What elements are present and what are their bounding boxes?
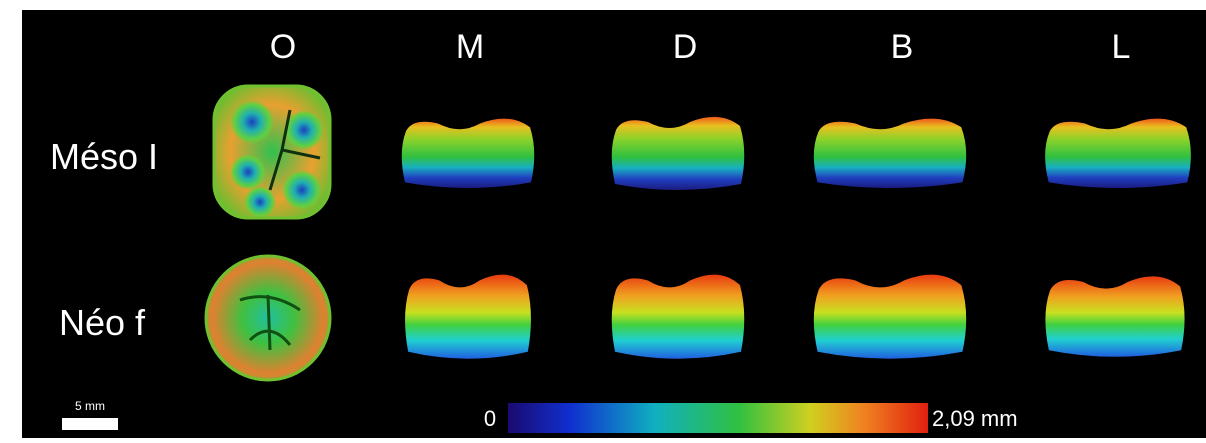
column-label: D (673, 28, 698, 66)
background (22, 10, 1206, 438)
column-label: O (270, 28, 296, 66)
row-label: Néo f (59, 302, 146, 343)
tooth-occlusal (212, 84, 332, 220)
tooth-occlusal (204, 254, 332, 382)
column-label: B (891, 28, 914, 66)
row-label: Méso I (50, 136, 158, 177)
colorbar-min: 0 (484, 406, 496, 431)
scale-bar-label: 5 mm (75, 399, 105, 413)
column-label: M (456, 28, 484, 66)
scale-bar (62, 418, 118, 430)
colorbar-max: 2,09 mm (932, 406, 1018, 431)
colorbar (508, 403, 928, 433)
column-label: L (1112, 28, 1131, 66)
